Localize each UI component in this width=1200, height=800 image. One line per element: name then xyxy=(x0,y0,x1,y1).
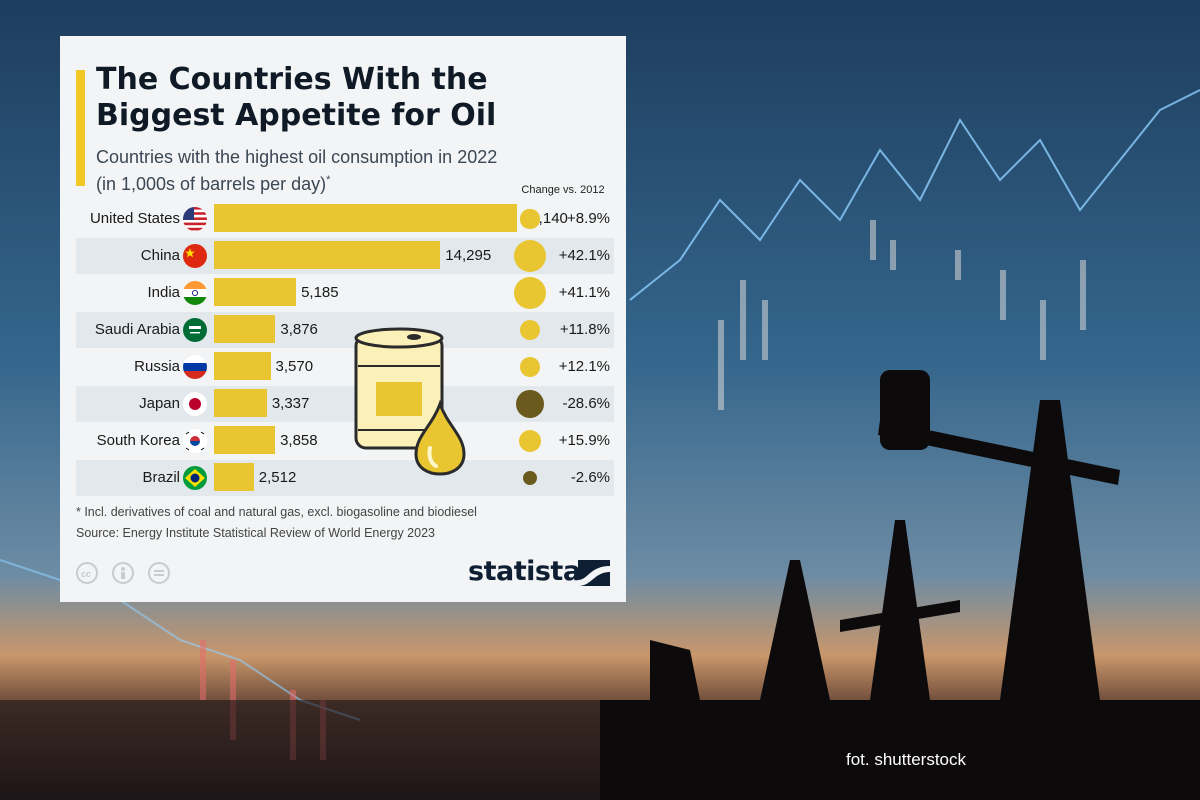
no-derivatives-icon[interactable] xyxy=(148,562,170,584)
attribution-icon[interactable] xyxy=(112,562,134,584)
change-dot xyxy=(514,277,546,309)
change-label: +42.1% xyxy=(558,247,610,264)
change-dot xyxy=(514,240,546,272)
chart-subtitle: Countries with the highest oil consumpti… xyxy=(96,146,516,196)
category-label: United States xyxy=(89,210,180,227)
bar xyxy=(214,389,267,417)
bar xyxy=(214,204,517,232)
change-label: -28.6% xyxy=(562,395,610,412)
change-dot xyxy=(519,356,541,378)
change-label: +8.9% xyxy=(567,210,610,227)
change-label: +11.8% xyxy=(559,321,610,338)
value-label: 3,876 xyxy=(280,321,318,338)
category-label: Saudi Arabia xyxy=(94,321,180,338)
chart-row: Saudi Arabia 3,876 +11.8% xyxy=(76,312,614,348)
change-dot xyxy=(523,471,537,485)
chart-row: Japan 3,337 -28.6% xyxy=(76,386,614,422)
value-label: 2,512 xyxy=(258,469,297,486)
value-label: 3,858 xyxy=(280,432,318,449)
bar xyxy=(214,241,441,269)
change-column-header: Change vs. 2012 xyxy=(521,184,605,196)
change-dot xyxy=(520,209,540,229)
bar xyxy=(214,426,276,454)
statista-logo-mark-icon xyxy=(578,560,610,586)
value-label: 3,570 xyxy=(275,358,314,375)
bar xyxy=(214,278,297,306)
category-label: Russia xyxy=(134,358,180,375)
change-label: +15.9% xyxy=(558,432,610,449)
title-accent-bar xyxy=(76,70,85,186)
change-label: +41.1% xyxy=(558,284,610,301)
value-label: 5,185 xyxy=(301,284,339,301)
category-label: China xyxy=(140,247,180,264)
change-dot xyxy=(519,319,541,341)
change-label: +12.1% xyxy=(558,358,610,375)
india-flag-icon xyxy=(183,281,207,305)
value-label: 3,337 xyxy=(271,395,310,412)
category-label: Brazil xyxy=(142,469,180,486)
chart-title: The Countries With the Biggest Appetite … xyxy=(96,62,497,133)
category-label: India xyxy=(147,284,180,301)
footnote: * Incl. derivatives of coal and natural … xyxy=(76,505,477,519)
chart-row: United States 19,140 +8.9% xyxy=(76,201,614,237)
photo-credit: fot. shutterstock xyxy=(846,750,966,769)
bar xyxy=(214,352,271,380)
value-label: 14,295 xyxy=(445,247,492,264)
bar xyxy=(214,315,276,343)
bar xyxy=(214,463,254,491)
us-flag-icon xyxy=(183,207,207,231)
chart-row: Brazil 2,512 -2.6% xyxy=(76,460,614,496)
brazil-flag-icon xyxy=(183,466,207,490)
chart-row: South Korea 3,858 +15.9% xyxy=(76,423,614,459)
subtitle-footnote-marker: * xyxy=(326,174,331,186)
south-korea-flag-icon xyxy=(183,429,207,453)
oil-barrel-icon xyxy=(354,327,466,476)
creative-commons-icon[interactable]: cc xyxy=(76,562,98,584)
china-flag-icon xyxy=(183,244,207,268)
russia-flag-icon xyxy=(183,355,207,379)
change-dot xyxy=(518,429,542,453)
chart-row: India 5,185 +41.1% xyxy=(76,275,614,311)
category-label: Japan xyxy=(139,395,180,412)
change-label: -2.6% xyxy=(570,469,610,486)
subtitle-text: Countries with the highest oil consumpti… xyxy=(96,147,498,194)
chart-row: Russia 3,570 +12.1% xyxy=(76,349,614,385)
change-dot xyxy=(516,390,544,418)
saudi-arabia-flag-icon xyxy=(183,318,207,342)
category-label: South Korea xyxy=(96,432,180,449)
japan-flag-icon xyxy=(183,392,207,416)
source-note: Source: Energy Institute Statistical Rev… xyxy=(76,526,435,540)
chart-row: China 14,295 +42.1% xyxy=(76,238,614,274)
statista-logo[interactable]: statista xyxy=(468,556,581,587)
svg-text:cc: cc xyxy=(81,569,91,579)
